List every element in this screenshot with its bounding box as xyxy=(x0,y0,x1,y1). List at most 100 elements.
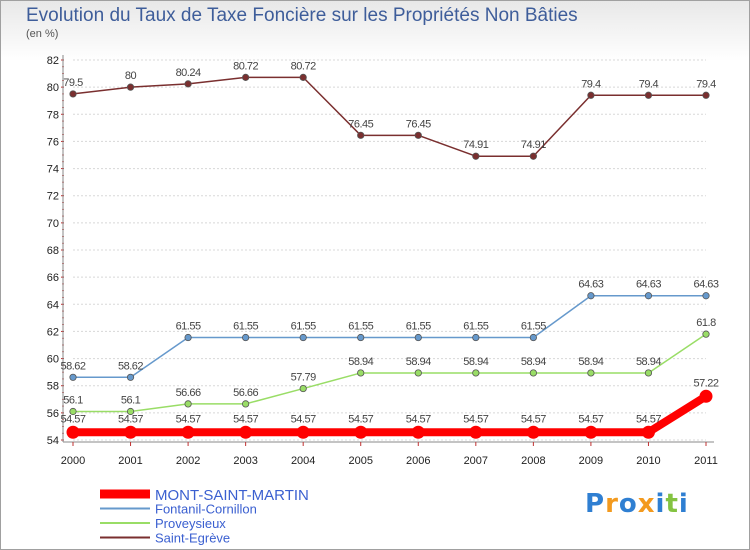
data-point-fontanil-cornillon xyxy=(242,333,250,342)
data-label-proveysieux: 57.79 xyxy=(291,372,316,384)
data-point-fontanil-cornillon xyxy=(472,333,480,342)
data-point-fontanil-cornillon xyxy=(702,292,710,300)
y-tick-label: 60 xyxy=(47,354,59,366)
data-label-mont-saint-martin: 54.57 xyxy=(463,413,488,425)
data-point-fontanil-cornillon xyxy=(587,292,595,300)
logo-letter: i xyxy=(655,489,666,519)
x-tick-label: 2002 xyxy=(176,455,200,467)
data-label-mont-saint-martin: 54.57 xyxy=(60,413,85,425)
data-label-proveysieux: 58.94 xyxy=(406,356,431,368)
chart-subtitle: (en %) xyxy=(26,28,59,40)
y-tick-label: 70 xyxy=(47,218,59,230)
data-label-mont-saint-martin: 54.57 xyxy=(291,413,316,425)
data-label-fontanil-cornillon: 61.55 xyxy=(463,321,488,333)
legend-label-fontanil-cornillon: Fontanil-Cornillon xyxy=(155,502,257,517)
series-line-saint-egreve xyxy=(72,76,706,157)
legend-label-mont-saint-martin: MONT-SAINT-MARTIN xyxy=(155,487,309,504)
legend-label-proveysieux: Proveysieux xyxy=(155,516,226,531)
data-point-mont-saint-martin xyxy=(641,425,655,439)
data-label-mont-saint-martin: 54.57 xyxy=(521,413,546,425)
data-point-saint-egreve xyxy=(299,73,307,81)
data-point-mont-saint-martin xyxy=(411,425,425,439)
data-point-saint-egreve xyxy=(529,152,537,160)
data-point-saint-egreve xyxy=(357,131,365,139)
data-point-fontanil-cornillon xyxy=(69,373,77,381)
data-point-mont-saint-martin xyxy=(469,425,483,439)
data-point-fontanil-cornillon xyxy=(357,333,365,342)
logo-letter: x xyxy=(637,489,656,519)
data-point-mont-saint-martin xyxy=(526,425,540,439)
y-tick-label: 68 xyxy=(47,245,59,257)
data-point-saint-egreve xyxy=(126,83,135,91)
x-tick-label: 2011 xyxy=(694,455,718,467)
proxiti-logo: Proxiti xyxy=(585,489,689,519)
data-point-saint-egreve xyxy=(702,91,710,99)
data-point-proveysieux xyxy=(126,407,135,416)
data-label-proveysieux: 58.94 xyxy=(578,356,603,368)
data-point-saint-egreve xyxy=(587,91,595,99)
data-point-fontanil-cornillon xyxy=(644,292,653,300)
data-point-proveysieux xyxy=(242,400,250,408)
x-tick-label: 2003 xyxy=(233,455,257,467)
y-tick-label: 62 xyxy=(47,326,59,338)
data-label-mont-saint-martin: 54.57 xyxy=(233,413,258,425)
x-tick-label: 2006 xyxy=(406,455,430,467)
data-point-mont-saint-martin xyxy=(239,425,253,439)
x-tick-label: 2009 xyxy=(579,455,603,467)
data-label-saint-egreve: 76.45 xyxy=(348,118,373,130)
logo-letter: P xyxy=(585,489,606,519)
x-tick-label: 2007 xyxy=(464,455,488,467)
data-point-saint-egreve xyxy=(414,131,422,139)
data-label-saint-egreve: 79.5 xyxy=(63,77,83,89)
x-tick-label: 2010 xyxy=(636,455,660,467)
legend-label-saint-egreve: Saint-Egrève xyxy=(155,531,230,546)
data-label-proveysieux: 56.1 xyxy=(63,395,83,407)
data-label-proveysieux: 61.8 xyxy=(696,317,716,329)
y-tick-label: 76 xyxy=(47,136,59,148)
data-label-saint-egreve: 80 xyxy=(125,70,137,82)
data-label-fontanil-cornillon: 61.55 xyxy=(176,321,201,333)
data-label-fontanil-cornillon: 58.62 xyxy=(118,360,143,372)
data-label-saint-egreve: 74.91 xyxy=(521,139,546,151)
data-label-proveysieux: 58.94 xyxy=(463,356,488,368)
x-tick-label: 2004 xyxy=(291,455,315,467)
y-tick-label: 58 xyxy=(47,381,59,393)
logo-letter: i xyxy=(678,489,689,519)
data-point-proveysieux xyxy=(644,369,653,377)
logo-letter: t xyxy=(665,489,679,519)
data-label-proveysieux: 56.66 xyxy=(233,387,258,399)
data-label-mont-saint-martin: 57.22 xyxy=(693,377,718,389)
data-label-mont-saint-martin: 54.57 xyxy=(176,413,201,425)
data-label-fontanil-cornillon: 61.55 xyxy=(233,321,258,333)
y-tick-label: 80 xyxy=(47,82,59,94)
x-tick-label: 2005 xyxy=(348,455,372,467)
data-label-fontanil-cornillon: 61.55 xyxy=(291,321,316,333)
data-label-mont-saint-martin: 54.57 xyxy=(348,413,373,425)
data-point-mont-saint-martin xyxy=(584,425,598,439)
data-point-proveysieux xyxy=(69,407,77,416)
series-line-proveysieux xyxy=(73,333,707,413)
data-label-saint-egreve: 79.4 xyxy=(696,78,716,90)
data-label-proveysieux: 56.66 xyxy=(176,387,201,399)
data-point-proveysieux xyxy=(702,330,710,338)
chart-title: Evolution du Taux de Taxe Foncière sur l… xyxy=(26,5,578,26)
data-point-fontanil-cornillon xyxy=(184,333,192,342)
y-tick-label: 54 xyxy=(47,435,59,447)
x-tick-label: 2000 xyxy=(61,455,85,467)
data-label-saint-egreve: 74.91 xyxy=(463,139,488,151)
data-point-mont-saint-martin xyxy=(699,389,713,403)
data-point-mont-saint-martin xyxy=(296,425,310,439)
data-point-saint-egreve xyxy=(472,152,480,160)
y-tick-label: 64 xyxy=(47,299,59,311)
data-point-saint-egreve xyxy=(242,73,250,81)
data-label-saint-egreve: 80.24 xyxy=(176,67,201,79)
data-point-saint-egreve xyxy=(69,90,77,98)
data-label-mont-saint-martin: 54.57 xyxy=(578,413,603,425)
y-tick-label: 82 xyxy=(47,55,59,67)
data-point-saint-egreve xyxy=(184,80,192,88)
data-label-fontanil-cornillon: 64.63 xyxy=(578,279,603,291)
data-label-fontanil-cornillon: 61.55 xyxy=(521,321,546,333)
data-point-fontanil-cornillon xyxy=(126,373,135,381)
data-label-saint-egreve: 79.4 xyxy=(581,78,601,90)
